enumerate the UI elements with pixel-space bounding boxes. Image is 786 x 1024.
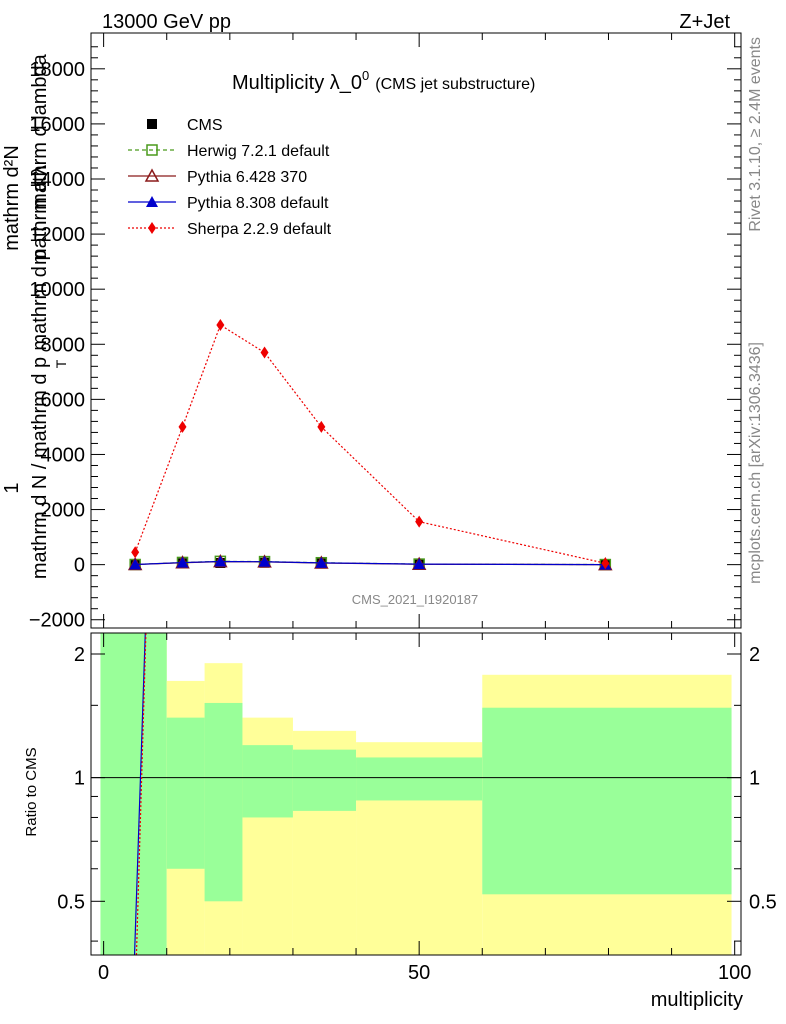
x-axis-label: multiplicity: [651, 989, 743, 1011]
y-tick-label: 8000: [41, 334, 86, 356]
data-point: [129, 558, 142, 570]
y-tick-label: 18000: [29, 59, 85, 81]
main-y-axis-label: mathrm d²N 1 mathrm d N / mathrm d p mat…: [1, 53, 69, 579]
data-point: [178, 420, 187, 433]
ratio-y-tick-label: 2: [74, 644, 85, 666]
data-point: [258, 555, 271, 567]
ylabel-d2n: mathrm d²N: [1, 145, 23, 251]
band-inner: [204, 702, 243, 902]
data-point: [413, 558, 426, 570]
y-tick-label: 14000: [29, 169, 85, 191]
band-inner: [356, 757, 483, 801]
ratio-y-label: Ratio to CMS: [23, 747, 40, 836]
legend-entry: CMS: [147, 117, 223, 134]
legend-entry: Herwig 7.2.1 default: [128, 143, 330, 160]
mcplots-label: mcplots.cern.ch [arXiv:1306.3436]: [747, 342, 764, 584]
chart-title: Multiplicity λ_00(CMS jet substructure): [232, 68, 535, 94]
data-point: [315, 556, 328, 568]
ratio-ticks: 0.5 0.5 1 1 2 2 0 50 100: [57, 633, 777, 984]
watermark-label: CMS_2021_I1920187: [352, 592, 479, 607]
main-y-ticks: −2000 0 2000 4000 6000 8000 10000 12000 14000 160…: [29, 33, 741, 632]
rivet-label: Rivet 3.1.10, ≥ 2.4M events: [747, 37, 764, 232]
x-tick-label: 50: [408, 962, 430, 984]
ratio-panel: 0.5 0.5 1 1 2 2 0 50 100: [57, 632, 777, 984]
x-tick-label: 100: [718, 962, 751, 984]
y-tick-label: 6000: [41, 389, 86, 411]
legend-entry: Pythia 8.308 default: [128, 195, 329, 212]
ylabel-dlambda: mathrm d λ: [29, 165, 51, 265]
ratio-y-tick-label: 1: [74, 768, 85, 790]
band-inner: [292, 749, 357, 811]
data-point: [131, 546, 140, 559]
series-line: [134, 324, 606, 564]
legend-marker: [146, 196, 158, 207]
data-point: [415, 515, 424, 528]
main-panel: −2000 0 2000 4000 6000 8000 10000 12000 14000 160…: [29, 32, 742, 632]
legend-label: Pythia 8.308 default: [187, 195, 329, 212]
ylabel-dn-dp: mathrm d N / mathrm d p: [29, 357, 51, 579]
y-tick-label: 16000: [29, 114, 85, 136]
data-point: [601, 557, 610, 570]
legend-marker: [147, 119, 157, 129]
legend-entry: Sherpa 2.2.9 default: [128, 221, 332, 238]
y-tick-label: −2000: [29, 610, 85, 632]
y-tick-label: 10000: [29, 279, 85, 301]
band-inner: [242, 745, 293, 818]
ratio-lines: [133, 632, 147, 956]
ylabel-t: T: [53, 359, 69, 368]
legend: CMS Herwig 7.2.1 default Pythia 6.428 370 P…: [128, 117, 332, 238]
legend-marker: [144, 168, 160, 182]
legend-label: CMS: [187, 117, 223, 134]
ylabel-dp: mathrm d p: [29, 249, 51, 350]
ratio-y-tick-label: 0.5: [57, 891, 85, 913]
data-point: [260, 346, 269, 359]
main-frame: [90, 32, 742, 629]
y-tick-label: 4000: [41, 444, 86, 466]
ratio-line-sherpa-2-2-9-default: [135, 632, 147, 956]
ratio-y-tick-label-right: 2: [749, 644, 760, 666]
ratio-y-tick-label-right: 0.5: [749, 891, 777, 913]
ratio-line-pythia-8-308-default: [133, 632, 146, 956]
y-tick-label: 12000: [29, 224, 85, 246]
y-tick-label: 0: [74, 555, 85, 577]
header-left: 13000 GeV pp: [102, 11, 231, 33]
band-inner: [100, 633, 167, 955]
band-inner: [482, 707, 732, 895]
series-pythia-8-308-default: [129, 555, 612, 570]
legend-marker: [146, 144, 158, 156]
ratio-bands: [91, 633, 741, 955]
data-point: [214, 555, 227, 567]
legend-marker: [148, 222, 156, 234]
header-right: Z+Jet: [679, 11, 730, 33]
ylabel-one: 1: [1, 482, 23, 493]
x-tick-label: 0: [98, 962, 109, 984]
legend-entry: Pythia 6.428 370: [128, 168, 307, 186]
legend-label: Sherpa 2.2.9 default: [187, 221, 332, 238]
ratio-frame: [90, 632, 742, 956]
main-curves: [127, 318, 613, 571]
ratio-y-tick-label-right: 1: [749, 768, 760, 790]
ylabel-dlambda-2: mathrm d lambda: [29, 53, 51, 209]
legend-label: Herwig 7.2.1 default: [187, 143, 330, 160]
data-point: [317, 420, 326, 433]
data-point: [216, 318, 225, 331]
band-inner: [166, 717, 205, 869]
y-tick-label: 2000: [41, 500, 86, 522]
series-sherpa-2-2-9-default: [131, 318, 610, 570]
data-point: [176, 556, 189, 568]
legend-label: Pythia 6.428 370: [187, 169, 307, 186]
